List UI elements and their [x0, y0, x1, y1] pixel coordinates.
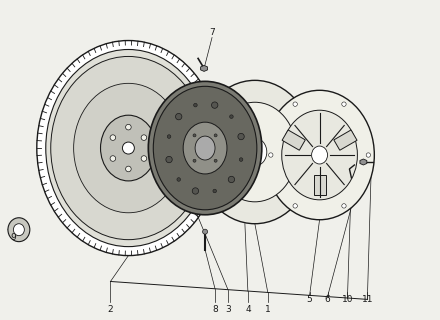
Polygon shape — [334, 130, 357, 150]
Circle shape — [366, 153, 370, 157]
Text: 1: 1 — [265, 305, 271, 314]
Circle shape — [239, 158, 243, 161]
Circle shape — [213, 189, 216, 193]
Circle shape — [293, 102, 297, 106]
Text: 2: 2 — [108, 305, 113, 314]
Circle shape — [202, 229, 208, 234]
Circle shape — [238, 133, 244, 140]
Ellipse shape — [195, 80, 315, 224]
Ellipse shape — [73, 83, 183, 213]
Circle shape — [214, 159, 217, 162]
Text: 3: 3 — [225, 305, 231, 314]
Circle shape — [141, 156, 147, 161]
Circle shape — [176, 113, 182, 120]
Ellipse shape — [148, 81, 262, 215]
Text: 7: 7 — [209, 28, 215, 37]
Circle shape — [166, 156, 172, 163]
Ellipse shape — [195, 136, 215, 160]
Polygon shape — [282, 130, 305, 150]
Polygon shape — [360, 159, 367, 165]
Ellipse shape — [243, 138, 267, 166]
Ellipse shape — [46, 50, 211, 247]
Circle shape — [141, 135, 147, 140]
Circle shape — [230, 115, 233, 118]
Circle shape — [125, 166, 131, 172]
Text: 11: 11 — [362, 295, 373, 304]
Ellipse shape — [282, 110, 357, 200]
Circle shape — [293, 204, 297, 208]
Circle shape — [125, 124, 131, 130]
Circle shape — [110, 156, 116, 161]
Circle shape — [167, 135, 171, 138]
Circle shape — [110, 135, 116, 140]
Ellipse shape — [13, 224, 24, 236]
Circle shape — [177, 178, 180, 181]
Circle shape — [194, 103, 197, 107]
Ellipse shape — [312, 146, 327, 164]
Circle shape — [192, 188, 198, 194]
Ellipse shape — [100, 115, 156, 181]
Circle shape — [268, 153, 273, 157]
Polygon shape — [201, 65, 208, 71]
Circle shape — [212, 102, 218, 108]
Ellipse shape — [37, 41, 220, 256]
Circle shape — [193, 134, 196, 137]
Ellipse shape — [265, 90, 374, 220]
Text: 10: 10 — [342, 295, 353, 304]
Circle shape — [214, 134, 217, 137]
Polygon shape — [314, 175, 326, 195]
Ellipse shape — [51, 56, 206, 240]
Circle shape — [122, 142, 134, 154]
Circle shape — [228, 176, 235, 183]
Text: 5: 5 — [307, 295, 312, 304]
Circle shape — [342, 102, 346, 106]
Ellipse shape — [8, 218, 30, 242]
Ellipse shape — [153, 86, 257, 210]
Text: 4: 4 — [245, 305, 251, 314]
Circle shape — [193, 159, 196, 162]
Ellipse shape — [183, 122, 227, 174]
Text: 9: 9 — [10, 233, 16, 242]
Circle shape — [342, 204, 346, 208]
Ellipse shape — [213, 102, 297, 202]
Text: 6: 6 — [325, 295, 330, 304]
Text: 8: 8 — [212, 305, 218, 314]
